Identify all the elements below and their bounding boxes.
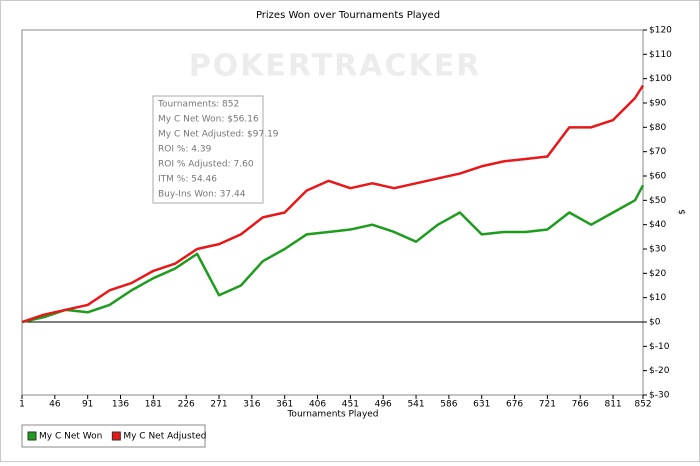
annotation: ROI % Adjusted: 7.60 [158,160,254,170]
y-tick-label: $-30 [649,391,670,401]
x-tick-label: 586 [440,400,457,410]
annotation: ROI %: 4.39 [158,145,212,155]
series-line [21,84,645,324]
x-tick-label: 496 [375,400,392,410]
y-tick-label: $50 [649,196,666,206]
x-tick-label: 316 [243,400,260,410]
x-axis-label: Tournaments Played [286,410,378,420]
y-tick-label: $80 [649,123,666,133]
x-tick-label: 811 [604,400,621,410]
y-tick-label: $70 [649,147,666,157]
y-tick-label: $20 [649,269,666,279]
chart-title: Prizes Won over Tournaments Played [256,10,440,21]
annotation: My C Net Adjusted: $97.19 [158,130,279,140]
plot-area [21,29,644,396]
legend-label: My C Net Won [39,432,102,442]
annotation: Tournaments: 852 [157,100,239,110]
x-tick-label: 1 [19,400,25,410]
y-tick-label: $110 [649,50,672,60]
x-tick-label: 46 [49,400,61,410]
y-tick-label: $40 [649,220,666,230]
x-tick-label: 852 [634,400,651,410]
series-line [21,184,645,324]
x-tick-label: 226 [178,400,195,410]
x-tick-label: 271 [210,400,227,410]
y-tick-label: $100 [649,74,672,84]
x-tick-label: 181 [145,400,162,410]
y-tick-label: $10 [649,293,666,303]
annotation-box [152,95,264,204]
annotation: ITM %: 54.46 [158,175,217,185]
x-tick-label: 676 [506,400,523,410]
annotation: My C Net Won: $56.16 [158,115,259,125]
y-tick-label: $-20 [649,366,670,376]
y-tick-label: $-10 [649,342,670,352]
x-tick-label: 406 [309,400,326,410]
y-tick-label: $30 [649,245,666,255]
legend-swatch [27,431,37,441]
x-tick-label: 91 [82,400,93,410]
watermark: POKERTRACKER [189,49,482,84]
annotation: Buy-Ins Won: 37.44 [158,190,246,200]
y-tick-label: $0 [649,318,661,328]
y-axis-label: $ [678,209,688,215]
y-tick-label: $120 [649,26,672,36]
x-tick-label: 631 [473,400,490,410]
x-tick-label: 136 [112,400,129,410]
y-tick-label: $60 [649,172,666,182]
legend-label: My C Net Adjusted [123,432,206,442]
x-tick-label: 361 [276,400,293,410]
x-tick-label: 721 [539,400,556,410]
y-tick-label: $90 [649,99,666,109]
x-tick-label: 766 [572,400,589,410]
x-tick-label: 541 [407,400,424,410]
legend-swatch [111,431,121,441]
x-tick-label: 451 [342,400,359,410]
